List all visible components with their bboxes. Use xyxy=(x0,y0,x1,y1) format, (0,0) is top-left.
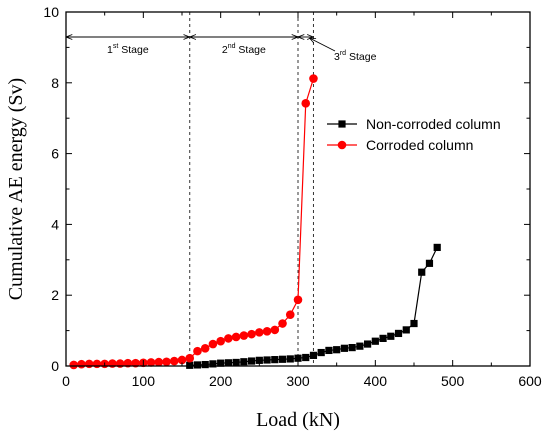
legend: Non-corroded column Corroded column xyxy=(327,116,501,153)
data-point-circle xyxy=(169,356,179,366)
x-tick-label: 500 xyxy=(441,373,465,389)
y-axis-label: Cumulative AE energy (Sv) xyxy=(5,78,27,300)
data-point-square xyxy=(248,357,256,365)
data-point-circle xyxy=(208,339,218,349)
data-point-circle xyxy=(185,353,195,363)
data-point-square xyxy=(433,243,441,252)
data-point-square xyxy=(286,355,294,363)
data-point-square xyxy=(364,340,372,348)
stage-pointer xyxy=(309,38,336,52)
data-point-square xyxy=(232,358,240,367)
data-point-circle xyxy=(255,328,264,337)
data-point-circle xyxy=(193,346,202,356)
x-tick-label: 100 xyxy=(132,373,156,389)
series-layer xyxy=(69,74,441,370)
x-tick-label: 600 xyxy=(518,373,542,389)
legend-marker-square xyxy=(338,120,346,128)
data-point-circle xyxy=(285,310,295,319)
y-tick-label: 4 xyxy=(51,216,59,232)
data-point-square xyxy=(263,356,271,364)
data-point-square xyxy=(379,334,387,342)
stage-annotation-layer: 1st Stage 2nd Stage 3rd Stage xyxy=(66,37,377,63)
legend-marker-circle xyxy=(337,140,347,150)
data-point-square xyxy=(425,259,434,267)
data-point-circle xyxy=(216,336,225,346)
data-point-circle xyxy=(177,355,187,365)
data-point-square xyxy=(410,319,418,328)
data-point-square xyxy=(255,356,263,364)
data-point-square xyxy=(387,332,395,340)
data-point-square xyxy=(278,355,287,363)
data-point-square xyxy=(302,353,310,362)
data-point-square xyxy=(224,359,232,367)
data-point-square xyxy=(348,343,356,352)
data-point-circle xyxy=(92,359,102,369)
legend-label: Corroded column xyxy=(366,137,473,153)
data-point-circle xyxy=(270,325,280,335)
data-point-square xyxy=(186,361,194,369)
stage-label: 3rd Stage xyxy=(334,50,377,63)
data-point-circle xyxy=(123,358,133,368)
data-point-circle xyxy=(200,344,210,353)
data-point-square xyxy=(309,351,318,359)
data-point-circle xyxy=(231,332,241,342)
data-point-square xyxy=(333,346,341,354)
data-point-circle xyxy=(278,319,287,328)
y-tick-label: 10 xyxy=(43,4,59,20)
data-point-square xyxy=(325,346,333,355)
data-point-circle xyxy=(309,74,318,83)
x-tick-label: 400 xyxy=(364,373,388,389)
data-point-square xyxy=(209,360,217,368)
data-point-square xyxy=(271,356,279,364)
axes-layer: 0 100 200 300 400 500 600 0 2 4 6 8 10 xyxy=(43,4,541,389)
data-point-square xyxy=(294,354,302,362)
data-point-circle xyxy=(293,295,303,305)
legend-label: Non-corroded column xyxy=(366,116,501,132)
x-tick-label: 200 xyxy=(209,373,233,389)
y-tick-label: 6 xyxy=(51,146,59,162)
y-tick-label: 0 xyxy=(51,358,59,374)
data-point-circle xyxy=(131,358,140,368)
x-tick-label: 300 xyxy=(286,373,310,389)
data-point-circle xyxy=(301,99,311,108)
y-tick-label: 2 xyxy=(51,287,59,303)
y-tick-label: 8 xyxy=(51,75,59,91)
data-point-circle xyxy=(224,334,233,343)
data-point-square xyxy=(394,329,403,338)
data-point-circle xyxy=(162,357,171,367)
data-point-square xyxy=(371,337,379,345)
stage-label: 1st Stage xyxy=(107,43,149,56)
data-point-square xyxy=(317,348,325,357)
data-point-square xyxy=(402,326,410,334)
data-point-circle xyxy=(77,359,86,369)
stage-divider-layer xyxy=(189,12,314,366)
data-point-square xyxy=(193,361,202,369)
data-point-circle xyxy=(247,329,256,339)
data-point-square xyxy=(240,358,248,366)
data-point-circle xyxy=(239,331,249,340)
data-point-circle xyxy=(262,327,272,336)
stage-label: 2nd Stage xyxy=(222,43,266,56)
data-point-square xyxy=(201,360,209,369)
data-point-circle xyxy=(146,358,156,367)
data-point-square xyxy=(356,342,364,350)
data-point-circle xyxy=(84,359,94,369)
x-axis-label: Load (kN) xyxy=(256,409,340,431)
data-point-square xyxy=(418,268,426,276)
data-point-circle xyxy=(154,357,164,367)
data-point-circle xyxy=(69,360,79,370)
series-line xyxy=(73,78,315,366)
x-tick-label: 0 xyxy=(62,373,70,389)
data-point-square xyxy=(340,344,348,352)
